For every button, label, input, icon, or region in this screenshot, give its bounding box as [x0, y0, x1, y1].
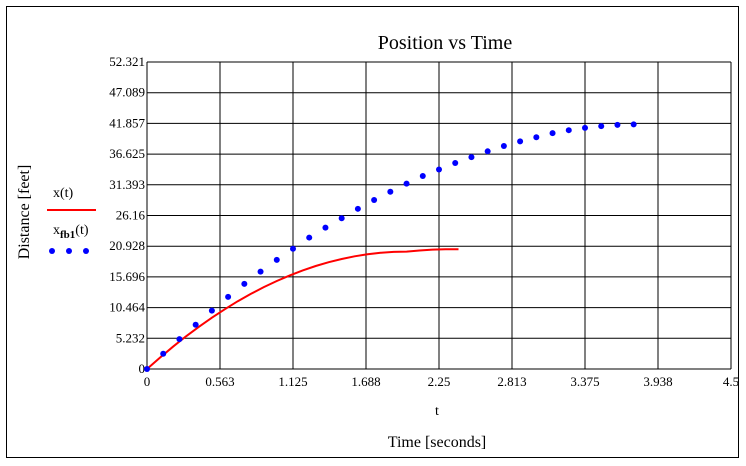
series-area	[144, 121, 637, 372]
chart-canvas: Position vs Time 0 0.563 1.125 1.688 2.25 2.8…	[16, 32, 738, 451]
x-tick-label: 1.688	[351, 374, 380, 389]
data-point-x-fb1	[387, 188, 394, 195]
legend-label-x-fb1: xfb1(t)	[53, 223, 89, 241]
data-point-x-fb1	[354, 205, 361, 212]
chart-title: Position vs Time	[378, 32, 513, 54]
y-tick-label: 0	[139, 361, 146, 376]
legend-swatch-dot	[49, 248, 55, 254]
x-axis-label: Time [seconds]	[388, 434, 487, 451]
x-tick-label: 3.938	[643, 374, 672, 389]
data-point-x-fb1	[322, 224, 329, 231]
data-point-x-fb1	[144, 366, 150, 372]
y-tick-label: 20.928	[109, 238, 145, 253]
y-tick-label: 10.464	[109, 300, 145, 315]
data-point-x-fb1	[225, 293, 232, 300]
series-line-x-t	[146, 248, 459, 370]
y-tick-label: 31.393	[109, 177, 145, 192]
grid-lines	[146, 61, 732, 370]
y-tick-label: 26.16	[116, 208, 146, 223]
legend-label-x-t: x(t)	[53, 186, 74, 201]
legend-swatch-dot	[83, 248, 89, 254]
data-point-x-fb1	[614, 121, 621, 128]
x-tick-label: 4.5	[723, 374, 738, 389]
data-point-x-fb1	[306, 234, 313, 241]
data-point-x-fb1	[403, 180, 410, 187]
data-point-x-fb1	[630, 121, 637, 128]
x-tick-label: 2.813	[497, 374, 526, 389]
x-tick-label: 2.25	[428, 374, 451, 389]
data-point-x-fb1	[582, 124, 588, 131]
y-tick-label: 52.321	[109, 54, 145, 69]
chart-frame: Position vs Time 0 0.563 1.125 1.688 2.25 2.8…	[6, 6, 739, 458]
x-tick-label: 3.375	[570, 374, 599, 389]
x-tick-label: 1.125	[278, 374, 307, 389]
data-point-x-fb1	[419, 172, 426, 179]
y-tick-label: 15.696	[109, 269, 145, 284]
data-point-x-fb1	[257, 268, 264, 275]
data-point-x-fb1	[208, 307, 215, 314]
data-point-x-fb1	[484, 148, 491, 155]
x-tick-label: 0	[144, 374, 151, 389]
data-point-x-fb1	[241, 280, 248, 287]
y-tick-label: 36.625	[109, 146, 145, 161]
data-point-x-fb1	[290, 245, 296, 252]
y-tick-label: 47.089	[109, 85, 145, 100]
data-point-x-fb1	[598, 123, 605, 130]
data-point-x-fb1	[517, 138, 524, 145]
data-point-x-fb1	[500, 143, 507, 150]
data-point-x-fb1	[565, 127, 572, 134]
data-point-x-fb1	[160, 350, 167, 357]
data-point-x-fb1	[192, 321, 199, 328]
y-tick-label: 5.232	[116, 330, 145, 345]
data-point-x-fb1	[436, 166, 442, 173]
data-point-x-fb1	[371, 197, 378, 204]
data-point-x-fb1	[549, 130, 556, 137]
data-point-x-fb1	[176, 336, 183, 343]
y-tick-labels: 0 5.232 10.464 15.696 20.928 26.16 31.393 36.62…	[109, 54, 145, 376]
legend-swatch-dot	[66, 248, 72, 254]
legend: x(t) xfb1(t)	[47, 186, 96, 254]
y-axis-label: Distance [feet]	[16, 165, 33, 260]
x-variable-label: t	[435, 404, 439, 419]
data-point-x-fb1	[273, 256, 280, 263]
y-tick-label: 41.857	[109, 115, 145, 130]
data-point-x-fb1	[468, 154, 475, 161]
x-tick-labels: 0 0.563 1.125 1.688 2.25 2.813 3.375 3.938 4.5	[144, 374, 738, 389]
data-point-x-fb1	[338, 215, 345, 222]
x-tick-label: 0.563	[205, 374, 234, 389]
data-point-x-fb1	[533, 134, 540, 141]
data-point-x-fb1	[452, 160, 459, 167]
